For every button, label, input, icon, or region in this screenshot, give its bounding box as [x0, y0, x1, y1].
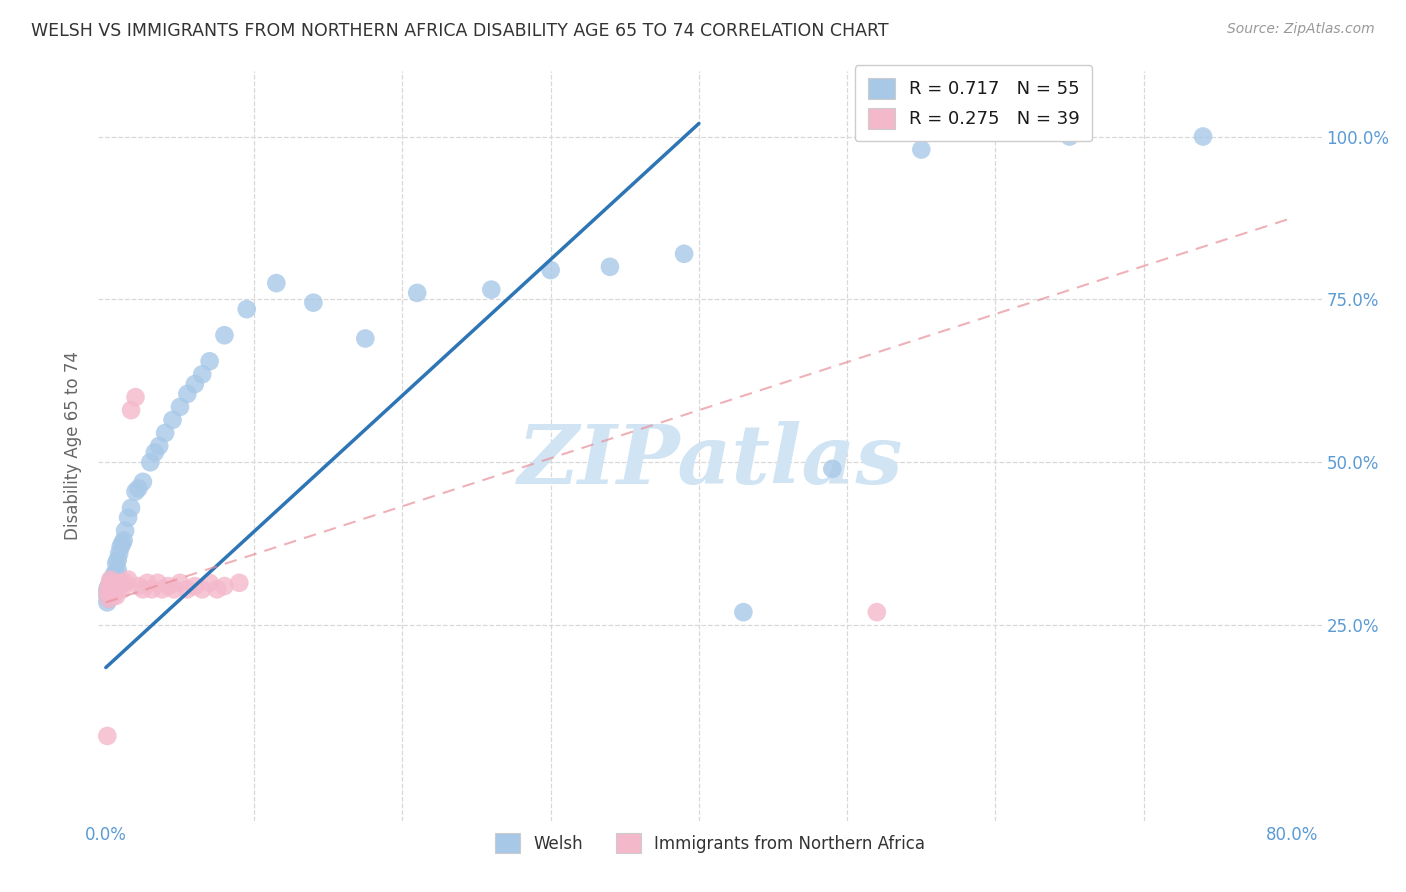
Point [111, 537, 134, 551]
Point [103, 589, 125, 603]
Point [117, 510, 139, 524]
Point [104, 582, 127, 597]
Point [107, 553, 129, 567]
Point [97, 592, 120, 607]
Point [205, 582, 228, 597]
Point [98, 575, 121, 590]
Y-axis label: Disability Age 65 to 74: Disability Age 65 to 74 [65, 351, 83, 541]
Point [110, 575, 132, 590]
Point [191, 368, 214, 382]
Point [146, 575, 169, 590]
Point [1059, 129, 1081, 144]
Text: Source: ZipAtlas.com: Source: ZipAtlas.com [1227, 22, 1375, 37]
Point [406, 285, 429, 300]
Point [98, 589, 121, 603]
Point [96, 595, 118, 609]
Point [673, 247, 696, 261]
Point [97, 592, 120, 607]
Point [127, 579, 149, 593]
Point [120, 403, 142, 417]
Point [98, 585, 121, 599]
Point [148, 439, 170, 453]
Point [103, 575, 125, 590]
Point [98, 582, 121, 597]
Point [108, 547, 131, 561]
Point [143, 445, 166, 459]
Point [139, 455, 162, 469]
Point [105, 575, 128, 590]
Point [114, 575, 136, 590]
Point [136, 575, 159, 590]
Text: ZIPatlas: ZIPatlas [517, 421, 903, 501]
Point [104, 566, 127, 580]
Point [104, 573, 127, 587]
Point [479, 283, 502, 297]
Point [100, 589, 122, 603]
Point [198, 354, 221, 368]
Point [266, 276, 288, 290]
Point [108, 579, 131, 593]
Point [214, 579, 236, 593]
Point [127, 481, 149, 495]
Point [198, 575, 221, 590]
Point [114, 524, 136, 538]
Point [132, 582, 155, 597]
Point [103, 579, 125, 593]
Point [1192, 129, 1215, 144]
Point [104, 579, 127, 593]
Point [302, 295, 325, 310]
Point [100, 585, 122, 599]
Point [110, 540, 132, 554]
Point [100, 575, 122, 590]
Point [733, 605, 755, 619]
Point [124, 484, 146, 499]
Point [540, 263, 562, 277]
Point [132, 475, 155, 489]
Point [141, 582, 163, 597]
Point [228, 575, 250, 590]
Point [97, 579, 120, 593]
Point [184, 377, 207, 392]
Point [169, 400, 191, 414]
Point [96, 729, 118, 743]
Point [191, 582, 214, 597]
Point [96, 589, 118, 603]
Point [354, 331, 377, 345]
Point [100, 573, 122, 587]
Point [111, 582, 134, 597]
Point [97, 585, 120, 599]
Legend: Welsh, Immigrants from Northern Africa: Welsh, Immigrants from Northern Africa [486, 825, 934, 861]
Point [107, 582, 129, 597]
Point [176, 582, 198, 597]
Point [96, 585, 118, 599]
Point [157, 579, 180, 593]
Point [124, 390, 146, 404]
Point [117, 573, 139, 587]
Point [176, 387, 198, 401]
Point [105, 566, 128, 580]
Point [103, 582, 125, 597]
Point [235, 302, 257, 317]
Point [599, 260, 621, 274]
Point [112, 533, 135, 548]
Point [184, 579, 207, 593]
Point [97, 579, 120, 593]
Point [214, 328, 236, 343]
Point [163, 582, 186, 597]
Point [910, 143, 932, 157]
Point [103, 569, 125, 583]
Point [162, 413, 184, 427]
Text: WELSH VS IMMIGRANTS FROM NORTHERN AFRICA DISABILITY AGE 65 TO 74 CORRELATION CHA: WELSH VS IMMIGRANTS FROM NORTHERN AFRICA… [31, 22, 889, 40]
Point [96, 582, 118, 597]
Point [169, 575, 191, 590]
Point [107, 563, 129, 577]
Point [866, 605, 889, 619]
Point [150, 582, 173, 597]
Point [120, 500, 142, 515]
Point [105, 589, 128, 603]
Point [821, 462, 844, 476]
Point [153, 425, 176, 440]
Point [98, 573, 121, 587]
Point [105, 556, 128, 570]
